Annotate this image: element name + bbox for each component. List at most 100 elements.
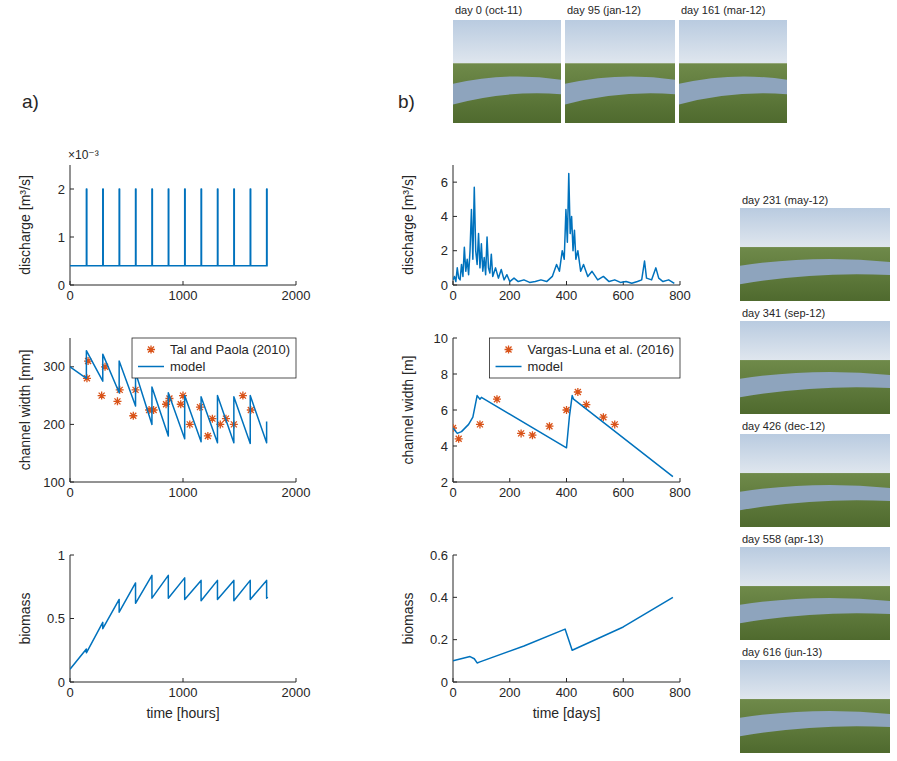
x-tick: [296, 478, 297, 482]
y-tick-label: 4: [441, 439, 448, 454]
x-tick-label: 800: [669, 685, 691, 700]
y-axis-title: channel width [mm]: [17, 350, 33, 471]
y-tick: [453, 250, 457, 251]
x-tick-label: 0: [66, 485, 73, 500]
x-tick: [453, 678, 454, 682]
y-tick-label: 2: [58, 182, 65, 197]
photo-sky: [740, 660, 890, 699]
photo-ground: [453, 63, 561, 123]
chart: 010002000100200300channel width [mm]: [17, 338, 310, 500]
plot-area: [453, 388, 673, 477]
photo-caption: day 426 (dec-12): [742, 420, 825, 432]
x-tick-label: 400: [556, 485, 578, 500]
series-line: [70, 189, 268, 266]
y-axis-title: biomass: [400, 592, 416, 644]
y-tick-label: 0.6: [430, 548, 448, 563]
photo-water: [740, 372, 890, 397]
scatter-point: [98, 392, 106, 400]
y-tick-label: 2: [441, 243, 448, 258]
photo-caption: day 231 (may-12): [742, 194, 828, 206]
x-tick-label: 200: [499, 685, 521, 700]
plot-area: [453, 174, 674, 284]
photo-water: [740, 711, 890, 736]
scatter-point: [476, 420, 484, 428]
y-tick-label: 300: [43, 359, 65, 374]
y-axis-title: channel width [m]: [400, 356, 416, 465]
photo-ground: [740, 473, 890, 527]
photo-water: [740, 485, 890, 510]
x-tick-label: 0: [66, 685, 73, 700]
x-tick: [680, 678, 681, 682]
y-tick: [453, 482, 457, 483]
scatter-point: [528, 431, 536, 439]
x-tick-label: 2000: [282, 685, 311, 700]
x-tick: [183, 478, 184, 482]
chart: 02004006008000246discharge [m³/s]: [400, 165, 691, 303]
y-axis-title: biomass: [17, 592, 33, 644]
scatter-point: [177, 400, 185, 408]
chart: 01000200000.51biomasstime [hours]: [17, 548, 310, 722]
x-tick-label: 0: [66, 288, 73, 303]
x-tick: [70, 478, 71, 482]
chart: 020040060080000.20.40.6biomasstime [days…: [400, 548, 691, 722]
plot-area: [70, 575, 268, 669]
photo-caption: day 341 (sep-12): [742, 307, 825, 319]
y-tick-label: 100: [43, 475, 65, 490]
legend-swatch: [138, 366, 164, 368]
y-tick-label: 1: [58, 548, 65, 563]
x-tick-label: 1000: [169, 288, 198, 303]
y-axis: [70, 338, 71, 482]
scatter-point: [611, 420, 619, 428]
y-axis: [453, 555, 454, 682]
y-axis-title: discharge [m³/s]: [17, 175, 33, 275]
scatter-point: [493, 395, 501, 403]
y-tick: [453, 374, 457, 375]
legend: Vargas-Luna et al. (2016)model: [490, 338, 680, 378]
series-line: [70, 575, 268, 669]
legend-box: [490, 338, 680, 378]
y-tick-label: 0: [441, 278, 448, 293]
y-tick: [70, 555, 74, 556]
y-tick: [453, 216, 457, 217]
x-axis-title: time [hours]: [146, 705, 219, 721]
y-tick-label: 0: [58, 675, 65, 690]
x-axis-title: time [days]: [533, 705, 601, 721]
scatter-point: [113, 397, 121, 405]
y-axis: [453, 165, 454, 285]
series-line: [453, 396, 673, 477]
y-tick-label: 0.4: [430, 590, 448, 605]
legend-label: Tal and Paola (2010): [170, 342, 290, 357]
photo-ground: [740, 360, 890, 414]
series-line: [453, 174, 674, 284]
x-tick-label: 0: [449, 485, 456, 500]
plot-area: [70, 189, 268, 266]
photo: [565, 20, 675, 123]
x-tick: [509, 478, 510, 482]
y-tick: [70, 424, 74, 425]
photo-caption: day 0 (oct-11): [455, 4, 522, 16]
y-tick: [453, 597, 457, 598]
legend-label: model: [170, 359, 206, 374]
y-tick-label: 200: [43, 417, 65, 432]
x-tick: [183, 281, 184, 285]
photo-sky: [565, 20, 675, 63]
photo-ground: [679, 63, 787, 123]
photo-water: [740, 259, 890, 284]
legend-swatch: [147, 346, 155, 354]
chart: 0200400600800246810channel width [m]: [400, 331, 691, 501]
photo-sky: [740, 208, 890, 247]
y-tick-label: 0.2: [430, 632, 448, 647]
y-tick: [453, 639, 457, 640]
y-tick: [453, 446, 457, 447]
legend: Tal and Paola (2010) model: [132, 338, 296, 378]
scatter-point: [204, 432, 212, 440]
photo-sky: [740, 547, 890, 586]
photo: [740, 547, 890, 640]
x-tick-label: 2000: [282, 288, 311, 303]
photo-water: [565, 76, 675, 104]
photo-ground: [740, 247, 890, 301]
photo-caption: day 616 (jun-13): [742, 646, 822, 658]
x-tick-label: 200: [499, 288, 521, 303]
photo-water: [453, 76, 561, 104]
photo: [453, 20, 561, 123]
